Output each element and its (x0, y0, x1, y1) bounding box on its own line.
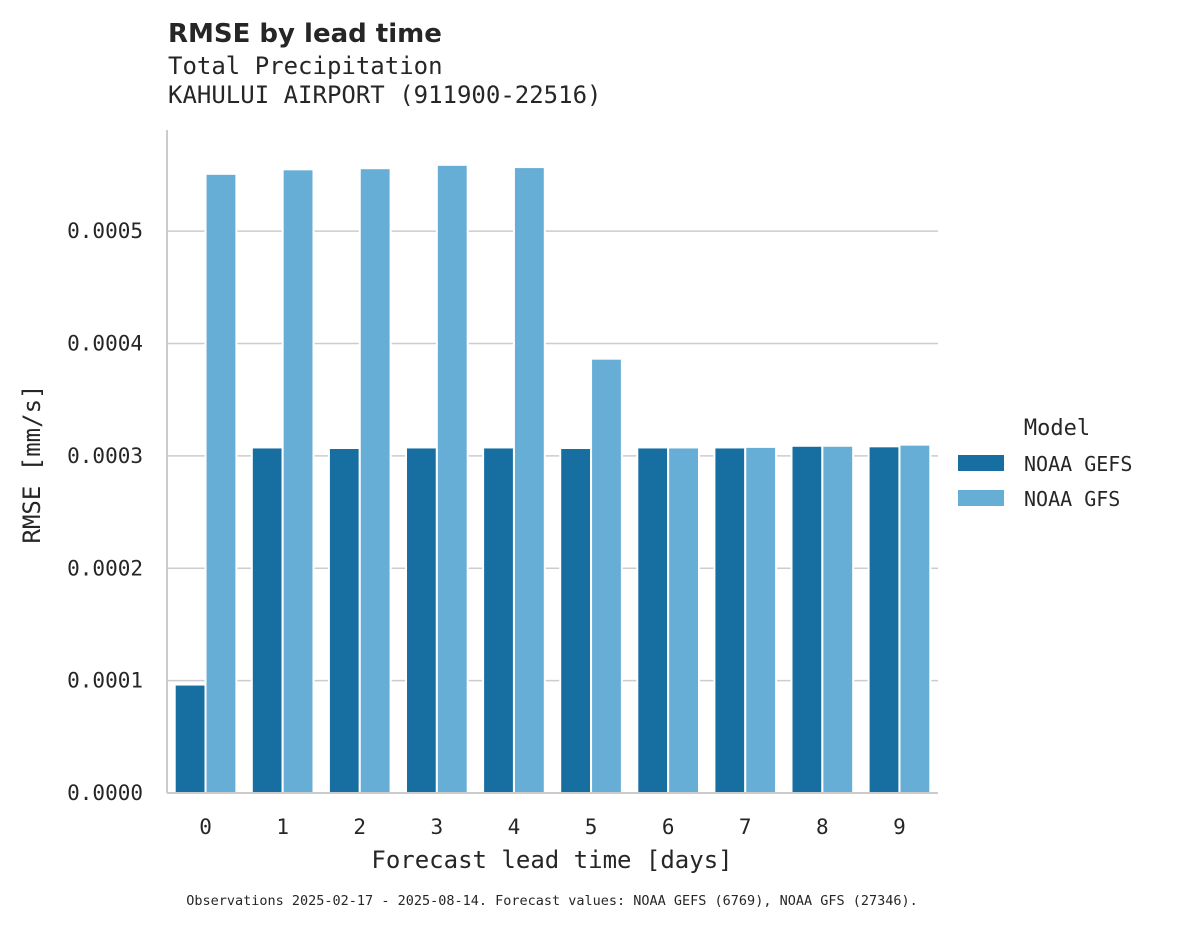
x-tick-label: 0 (199, 815, 212, 839)
legend-swatch-noaa-gefs (958, 455, 1004, 471)
legend-label-noaa-gefs: NOAA GEFS (1024, 452, 1132, 476)
bar-noaa-gefs-day-0 (173, 683, 207, 795)
bar-noaa-gefs-day-7 (713, 446, 747, 794)
chart-subtitle-variable: Total Precipitation (168, 52, 443, 80)
chart-footnote: Observations 2025-02-17 - 2025-08-14. Fo… (186, 893, 918, 909)
bar-noaa-gefs-day-2 (327, 447, 361, 794)
x-tick-label: 5 (585, 815, 598, 839)
chart-subtitle-station: KAHULUI AIRPORT (911900-22516) (168, 81, 601, 109)
y-tick-label: 0.0000 (67, 781, 143, 805)
y-tick-label: 0.0002 (67, 556, 143, 580)
x-tick-label: 8 (816, 815, 829, 839)
bar-noaa-gfs-day-2 (358, 167, 392, 794)
bar-noaa-gfs-day-1 (281, 168, 315, 794)
y-tick-label: 0.0001 (67, 669, 143, 693)
y-tick-label: 0.0004 (67, 332, 143, 356)
legend-title: Model (1024, 416, 1090, 441)
bar-noaa-gfs-day-3 (435, 163, 469, 795)
bar-noaa-gfs-day-6 (667, 446, 700, 794)
bars-group (173, 163, 932, 795)
bar-noaa-gefs-day-4 (482, 446, 515, 794)
bar-noaa-gfs-day-0 (204, 172, 238, 794)
bar-noaa-gfs-day-8 (821, 444, 855, 794)
x-tick-label: 6 (662, 815, 675, 839)
legend-swatch-noaa-gfs (958, 490, 1004, 506)
bar-noaa-gefs-day-8 (790, 444, 824, 794)
bar-noaa-gfs-day-7 (744, 445, 778, 794)
chart-title: RMSE by lead time (168, 19, 442, 49)
bar-noaa-gefs-day-1 (250, 446, 284, 794)
x-tick-label: 7 (739, 815, 752, 839)
bar-noaa-gefs-day-6 (636, 446, 670, 794)
bar-noaa-gfs-day-9 (898, 443, 932, 794)
y-tick-label: 0.0003 (67, 444, 143, 468)
y-tick-label: 0.0005 (67, 219, 143, 243)
x-tick-label: 3 (431, 815, 444, 839)
x-tick-label: 2 (353, 815, 366, 839)
x-tick-label: 9 (893, 815, 906, 839)
x-tick-label: 4 (508, 815, 521, 839)
y-tick-labels: 0.0000 0.0001 0.0002 0.0003 0.0004 0.0005 (67, 219, 143, 805)
legend-label-noaa-gfs: NOAA GFS (1024, 487, 1120, 511)
bar-noaa-gfs-day-4 (512, 166, 546, 794)
bar-noaa-gefs-day-9 (867, 445, 901, 794)
y-axis-label: RMSE [mm/s] (18, 385, 46, 544)
x-axis-label: Forecast lead time [days] (371, 846, 732, 874)
bar-noaa-gefs-day-3 (405, 446, 438, 794)
bar-noaa-gefs-day-5 (559, 447, 593, 794)
x-tick-label: 1 (276, 815, 289, 839)
bar-noaa-gfs-day-5 (590, 357, 623, 794)
legend: Model NOAA GEFS NOAA GFS (958, 416, 1132, 511)
x-tick-labels: 0 1 2 3 4 5 6 7 8 9 (199, 815, 906, 839)
